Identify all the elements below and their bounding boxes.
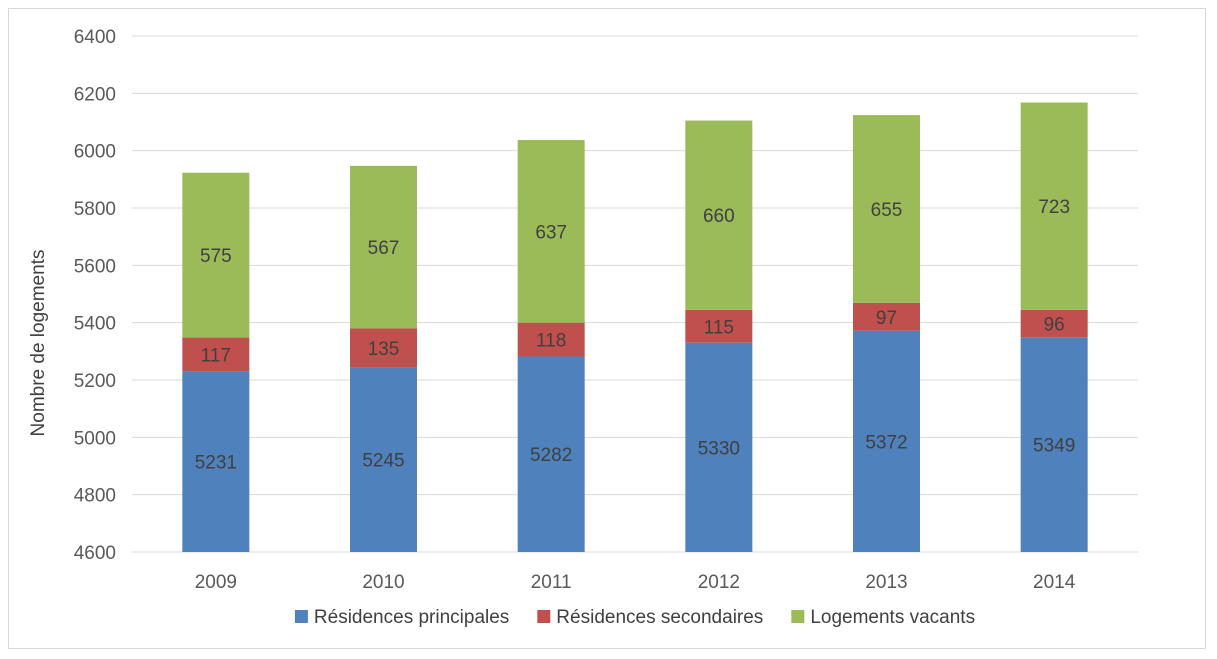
- bar-segment-2-2010: [350, 165, 417, 329]
- legend-item: Résidences principales: [294, 607, 509, 628]
- legend: Résidences principales Résidences seconda…: [294, 607, 975, 628]
- data-label: 115: [704, 317, 734, 338]
- bar-segment-0-2013: [853, 330, 920, 552]
- bar-segment-1-2009: [182, 337, 250, 372]
- y-axis-title: Nombre de logements: [28, 250, 49, 437]
- y-axis-ticks: 4600 4800 5000 5200 5400 5600 5800 6000 6200 6400: [74, 27, 116, 564]
- data-label: 655: [871, 200, 903, 221]
- y-tick-label: 6400: [74, 27, 116, 48]
- data-label: 5231: [195, 453, 237, 474]
- data-labels: 5231 117 575 5245 135 567 5282 118 637 5330 115 660…: [195, 197, 1076, 473]
- bar-segment-2-2009: [182, 172, 250, 338]
- y-tick-label: 4600: [74, 543, 116, 564]
- y-tick-label: 5600: [74, 256, 116, 277]
- bar-segment-1-2012: [685, 309, 753, 343]
- legend-swatch: [791, 610, 805, 623]
- legend-label: Résidences secondaires: [556, 607, 763, 628]
- data-label: 97: [876, 308, 897, 329]
- legend-label: Résidences principales: [314, 607, 509, 628]
- data-label: 5245: [362, 451, 404, 472]
- data-label: 723: [1038, 197, 1070, 218]
- y-tick-label: 5800: [74, 199, 116, 220]
- x-tick-label: 2014: [1033, 572, 1076, 593]
- bar-segment-1-2014: [1020, 309, 1088, 338]
- data-label: 660: [703, 206, 735, 227]
- y-tick-label: 4800: [74, 486, 116, 507]
- y-tick-label: 5000: [74, 428, 116, 449]
- bar-segment-2-2012: [685, 120, 753, 310]
- x-tick-label: 2010: [362, 572, 404, 593]
- y-tick-label: 5400: [74, 314, 116, 335]
- bar-segment-0-2012: [685, 342, 753, 552]
- legend-swatch: [294, 610, 308, 623]
- data-label: 567: [368, 238, 400, 259]
- bar-segment-0-2010: [350, 367, 417, 552]
- bar-segment-0-2011: [517, 356, 585, 552]
- legend-swatch: [537, 610, 551, 623]
- data-label: 5330: [698, 438, 740, 459]
- bars: [182, 102, 1088, 552]
- bar-segment-1-2013: [853, 302, 920, 331]
- x-axis-ticks: 2009 2010 2011 2012 2013 2014: [195, 572, 1076, 593]
- data-label: 5282: [530, 445, 572, 466]
- data-label: 5372: [865, 432, 907, 453]
- legend-item: Logements vacants: [791, 607, 975, 628]
- bar-segment-2-2014: [1020, 102, 1088, 310]
- gridlines: [132, 35, 1138, 553]
- data-label: 135: [368, 339, 400, 360]
- bar-segment-2-2011: [517, 140, 585, 323]
- legend-item: Résidences secondaires: [537, 607, 763, 628]
- data-label: 575: [200, 246, 232, 267]
- x-tick-label: 2012: [698, 572, 740, 593]
- y-tick-label: 6000: [74, 142, 116, 163]
- data-label: 96: [1044, 315, 1065, 336]
- x-tick-label: 2011: [531, 572, 572, 593]
- x-tick-label: 2013: [865, 572, 907, 593]
- x-tick-label: 2009: [195, 572, 237, 593]
- data-label: 637: [535, 222, 567, 243]
- bar-segment-1-2011: [517, 322, 585, 357]
- y-tick-label: 5200: [74, 371, 116, 392]
- bar-segment-0-2014: [1020, 337, 1088, 552]
- bar-segment-2-2013: [853, 115, 920, 303]
- data-label: 118: [536, 331, 566, 352]
- y-tick-label: 6200: [74, 84, 116, 105]
- data-label: 117: [201, 345, 231, 366]
- bar-segment-0-2009: [182, 371, 250, 552]
- legend-label: Logements vacants: [810, 607, 975, 628]
- bar-segment-1-2010: [350, 328, 417, 368]
- data-label: 5349: [1033, 436, 1075, 457]
